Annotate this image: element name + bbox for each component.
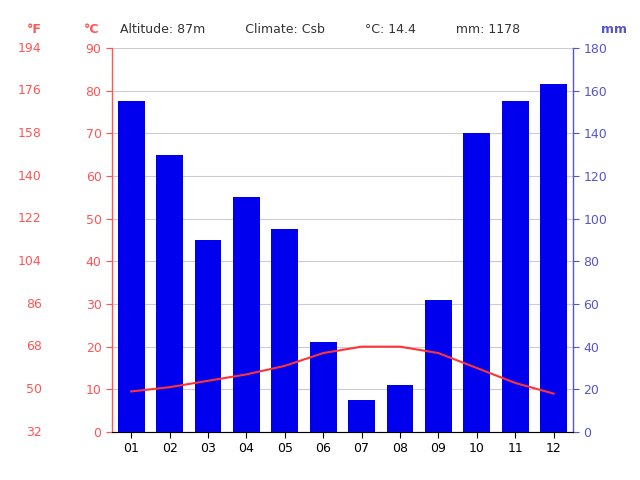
Text: 140: 140 — [18, 169, 42, 182]
Text: 122: 122 — [18, 212, 42, 225]
Text: mm: mm — [601, 23, 627, 36]
Bar — [310, 342, 337, 432]
Bar — [348, 400, 375, 432]
Bar — [271, 229, 298, 432]
Bar — [425, 300, 452, 432]
Text: 158: 158 — [18, 127, 42, 140]
Bar — [233, 197, 260, 432]
Bar — [540, 84, 567, 432]
Text: 176: 176 — [18, 84, 42, 97]
Text: 32: 32 — [26, 425, 42, 439]
Bar — [118, 101, 145, 432]
Bar — [156, 155, 183, 432]
Bar — [502, 101, 529, 432]
Text: 104: 104 — [18, 255, 42, 268]
Text: °F: °F — [27, 23, 42, 36]
Text: Altitude: 87m          Climate: Csb          °C: 14.4          mm: 1178: Altitude: 87m Climate: Csb °C: 14.4 mm: … — [120, 23, 520, 36]
Text: °C: °C — [84, 23, 99, 36]
Text: 194: 194 — [18, 41, 42, 55]
Bar — [387, 385, 413, 432]
Text: 86: 86 — [26, 298, 42, 311]
Text: 68: 68 — [26, 340, 42, 353]
Text: 50: 50 — [26, 383, 42, 396]
Bar — [463, 133, 490, 432]
Bar — [195, 240, 221, 432]
